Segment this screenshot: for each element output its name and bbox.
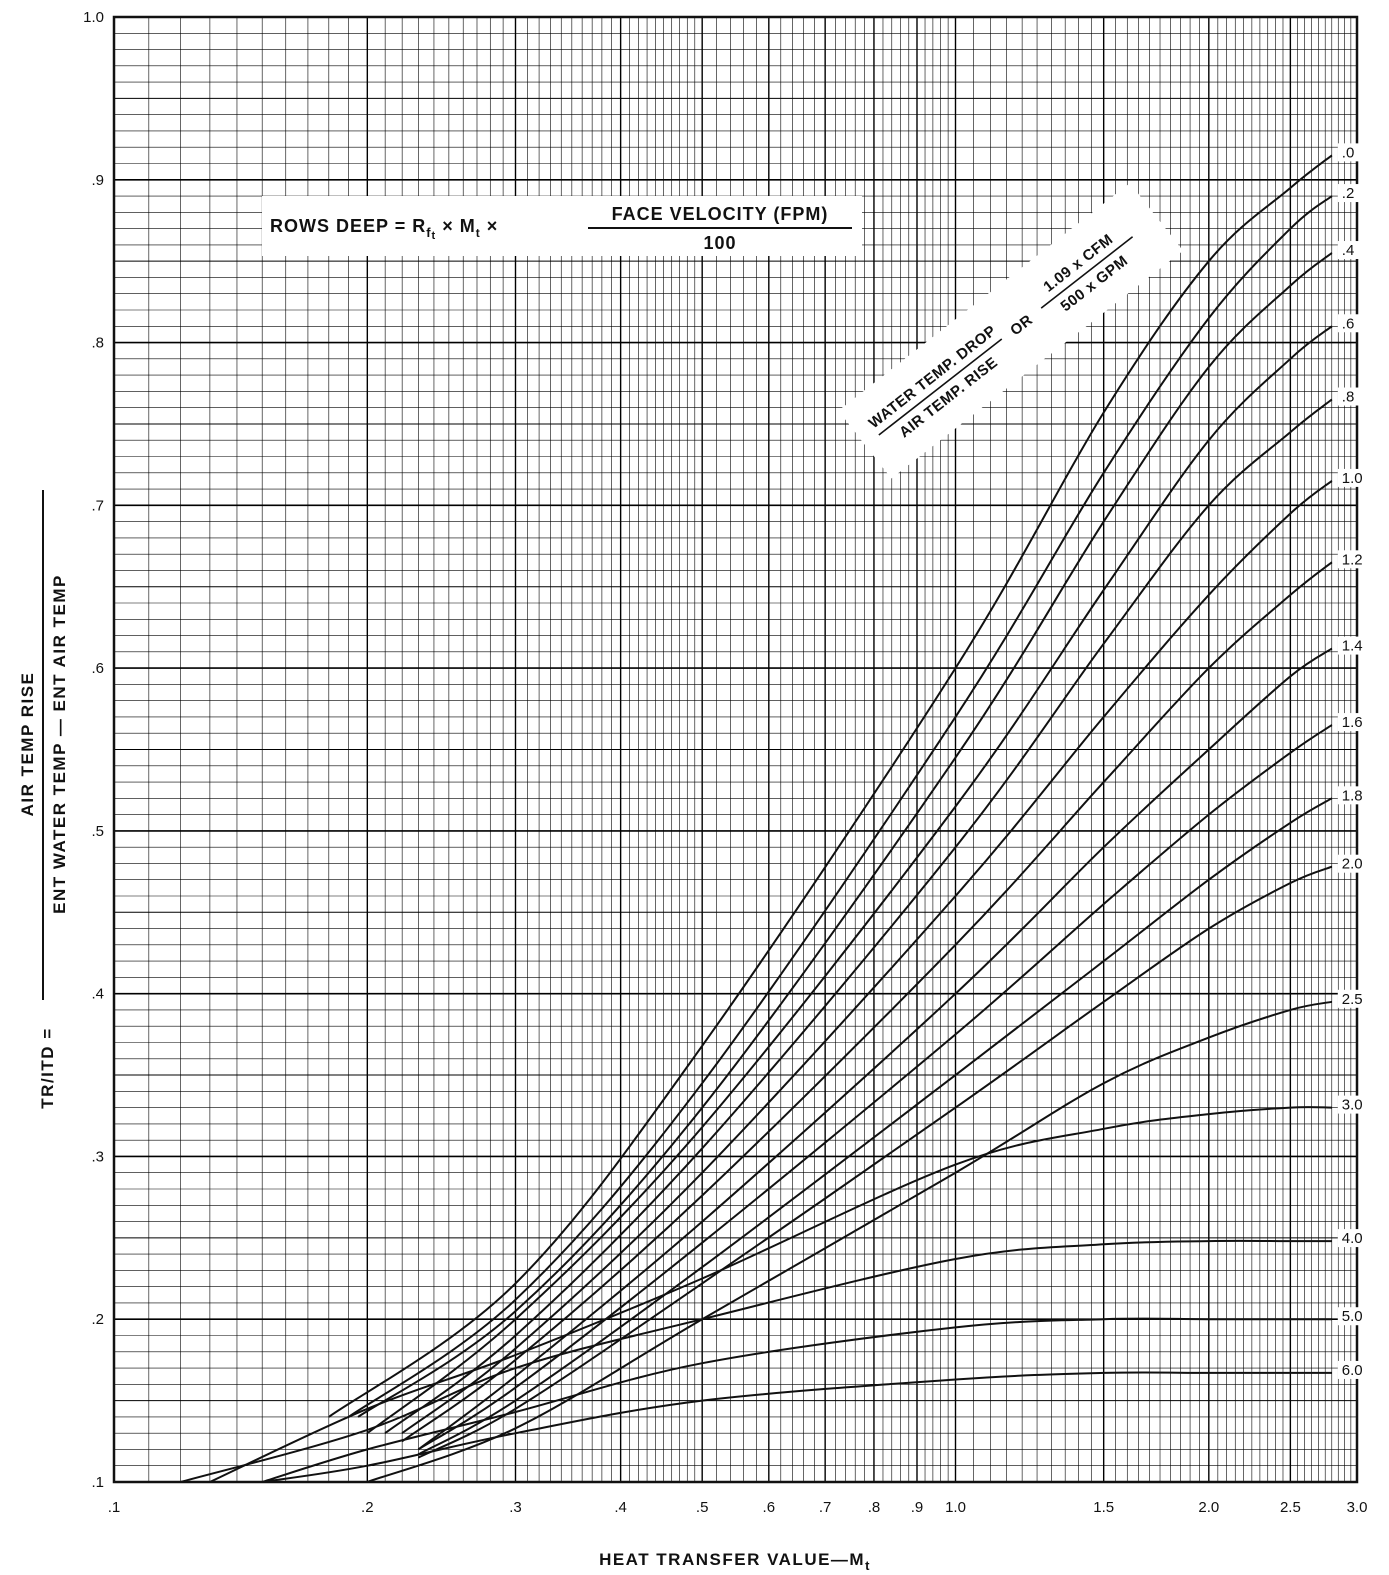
ratio-right-bar [1040,236,1134,309]
x-tick-label: 2.5 [1280,1499,1301,1516]
formula-denominator: 100 [703,233,736,253]
ratio-label-background [838,183,1183,479]
formula-lhs: ROWS DEEP = Rft × Mt × [270,216,498,242]
y-tick-label: .2 [91,1311,104,1328]
curve-label-3p0: 3.0 [1342,1097,1363,1114]
series-line-1p0 [401,480,1333,1435]
y-tick-label: .5 [91,823,104,840]
curve-label-1p0: 1.0 [1342,470,1363,487]
series-line-2p0 [417,865,1333,1459]
y-tick-label: .8 [91,335,104,352]
curve-label-background [1337,241,1374,260]
y-tick-label: .9 [91,172,104,189]
formula-background [262,196,862,256]
series-line-p0 [328,154,1333,1418]
ratio-left-bar [878,338,1003,436]
x-axis-ticks: .1 .2 .3 .4 .5 .6 .7 .8 .9 1.0 1.5 2.0 2.5 3.0 [108,1499,1368,1516]
y-tick-label: .7 [91,497,104,514]
x-tick-label: 1.5 [1093,1499,1114,1516]
curve-label-2p0: 2.0 [1342,856,1363,873]
curve-label-background [1337,314,1374,333]
formula-numerator: FACE VELOCITY (FPM) [612,204,829,224]
x-tick-label: .9 [911,1499,924,1516]
curve-label-background [1337,387,1374,406]
x-tick-label: .7 [819,1499,832,1516]
curve-label-background [1337,143,1374,162]
plot-frame [112,15,1359,1484]
curve-label-background [1337,1360,1374,1379]
curve-label-2p5: 2.5 [1342,991,1363,1008]
curve-label-background [1337,184,1374,203]
series-line-5p0 [261,1317,1332,1483]
x-axis-title: HEAT TRANSFER VALUE—Mt [599,1550,871,1573]
curve-label-background [1337,1307,1374,1326]
x-tick-label: 1.0 [945,1499,966,1516]
curve-label-5p0: 5.0 [1342,1308,1363,1325]
curve-label-6p0: 6.0 [1342,1362,1363,1379]
series-line-p8 [384,398,1333,1435]
formula-box: ROWS DEEP = Rft × Mt × FACE VELOCITY (FP… [262,196,862,256]
x-tick-label: .8 [868,1499,881,1516]
y-axis-title-prefix: TR/ITD = [38,1027,57,1108]
series-line-6p0 [262,1371,1332,1483]
y-tick-label: .4 [91,986,104,1003]
x-tick-label: .5 [696,1499,709,1516]
x-tick-label: .6 [763,1499,776,1516]
curve-label-p2: .2 [1342,185,1355,202]
curve-label-background [1337,786,1374,805]
y-axis-title: TR/ITD = AIR TEMP RISE ENT WATER TEMP — … [18,490,69,1109]
series-line-3p0 [209,1106,1332,1483]
curve-label-background [1337,468,1374,487]
series-line-1p4 [417,647,1333,1451]
y-axis-title-denominator: ENT WATER TEMP — ENT AIR TEMP [50,574,69,914]
curve-label-background [1337,989,1374,1008]
curve-label-background [1337,1095,1374,1114]
curve-label-p8: .8 [1342,389,1355,406]
series-line-1p2 [401,561,1333,1443]
y-axis-title-numerator: AIR TEMP RISE [18,672,37,817]
x-tick-label: .3 [509,1499,522,1516]
curve-label-p4: .4 [1342,242,1355,259]
y-tick-label: .3 [91,1148,104,1165]
curve-label-background [1337,713,1374,732]
x-tick-label: .2 [361,1499,374,1516]
series-line-4p0 [180,1239,1332,1483]
y-tick-label: .1 [91,1474,104,1491]
series-line-2p5 [366,1000,1332,1483]
curve-label-1p2: 1.2 [1342,551,1363,568]
curve-label-background [1337,1229,1374,1248]
y-axis-ticks: .1 .2 .3 .4 .5 .6 .7 .8 .9 1.0 [83,9,104,1491]
curve-label-background [1337,854,1374,873]
x-tick-label: .4 [614,1499,627,1516]
x-tick-label: 2.0 [1198,1499,1219,1516]
curve-label-p0: .0 [1342,144,1355,161]
y-tick-label: 1.0 [83,9,104,26]
curve-labels: .0 .2 .4 .6 .8 1.0 1.2 1.4 1.6 1.8 2.0 2.5 3.0 4.0 5.0… [1337,143,1374,1379]
curve-label-1p8: 1.8 [1342,787,1363,804]
chart-grid [113,16,1358,1483]
curve-label-1p4: 1.4 [1342,638,1363,655]
curve-label-4p0: 4.0 [1342,1230,1363,1247]
curve-label-background [1337,550,1374,569]
curve-label-p6: .6 [1342,315,1355,332]
y-tick-label: .6 [91,660,104,677]
series-line-p4 [357,252,1333,1418]
series-line-1p6 [417,724,1333,1451]
chart-series [180,154,1333,1483]
x-tick-label: 3.0 [1347,1499,1368,1516]
ratio-label: WATER TEMP. DROP AIR TEMP. RISE OR 1.09 … [838,183,1183,479]
x-tick-label: .1 [108,1499,121,1516]
series-line-p2 [348,195,1333,1418]
curve-label-background [1337,636,1374,655]
series-line-p6 [366,325,1333,1434]
series-line-1p8 [417,797,1333,1456]
curve-label-1p6: 1.6 [1342,714,1363,731]
